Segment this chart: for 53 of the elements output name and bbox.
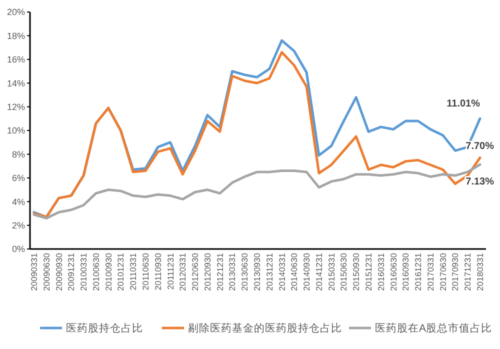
x-tick-label: 20100630: [90, 252, 101, 291]
data-label: 11.01%: [446, 98, 480, 110]
x-tick-label: 20160930: [400, 252, 411, 291]
x-tick-label: 20140331: [276, 252, 287, 291]
y-tick-label: 10%: [6, 126, 25, 136]
x-tick-label: 20160630: [388, 252, 398, 291]
x-tick-label: 20170930: [450, 252, 460, 291]
x-tick-label: 20121231: [214, 252, 225, 291]
x-tick-label: 20120331: [178, 252, 188, 291]
y-tick-label: 16%: [6, 54, 25, 65]
data-label: 7.13%: [466, 176, 494, 188]
x-tick-label: 20090331: [29, 252, 39, 291]
x-tick-label: 20120630: [190, 252, 200, 291]
x-tick-label: 20140630: [289, 252, 300, 291]
x-tick-label: 20141231: [314, 252, 324, 291]
y-tick-label: 6%: [12, 173, 25, 184]
x-tick-label: 20170630: [438, 252, 448, 291]
x-tick-label: 20090930: [54, 252, 64, 291]
y-tick-label: 2%: [12, 220, 25, 230]
y-tick-label: 0%: [12, 244, 25, 254]
x-tick-label: 20140930: [302, 252, 312, 291]
x-tick-label: 20091231: [66, 252, 76, 291]
x-tick-label: 20111231: [165, 252, 176, 290]
x-tick-label: 20130630: [240, 252, 250, 291]
x-tick-label: 20151231: [364, 252, 374, 291]
x-tick-label: 20090630: [41, 252, 52, 291]
x-tick-label: 20180331: [475, 252, 485, 291]
legend-label: 医药股在A股总市值占比: [375, 322, 492, 335]
y-tick-label: 8%: [12, 149, 25, 160]
y-tick-label: 18%: [6, 30, 25, 41]
x-tick-label: 20100930: [103, 252, 114, 291]
x-tick-label: 20150630: [338, 252, 349, 291]
x-tick-label: 20100331: [78, 252, 89, 291]
x-tick-label: 20150930: [351, 252, 362, 291]
legend-label: 剔除医药基金的医药股持仓占比: [188, 322, 342, 335]
x-tick-label: 20120930: [202, 252, 212, 291]
x-tick-label: 20130331: [227, 252, 238, 291]
x-tick-label: 20170331: [425, 252, 436, 291]
legend-label: 医药股持仓占比: [66, 322, 143, 335]
x-tick-label: 20161231: [413, 252, 424, 291]
x-tick-label: 20101231: [116, 252, 126, 291]
y-tick-label: 20%: [6, 7, 25, 18]
x-tick-label: 20110930: [152, 252, 163, 290]
x-tick-label: 20131231: [264, 252, 274, 291]
x-tick-label: 20110331: [128, 252, 138, 290]
y-tick-label: 12%: [6, 102, 25, 112]
x-tick-label: 20110630: [140, 252, 150, 290]
x-tick-label: 20150331: [326, 252, 336, 291]
y-tick-label: 14%: [6, 78, 25, 88]
x-tick-label: 20160331: [376, 252, 386, 291]
x-tick-label: 20130930: [252, 252, 262, 291]
x-tick-label: 20171231: [462, 252, 473, 291]
y-tick-label: 4%: [12, 196, 25, 207]
